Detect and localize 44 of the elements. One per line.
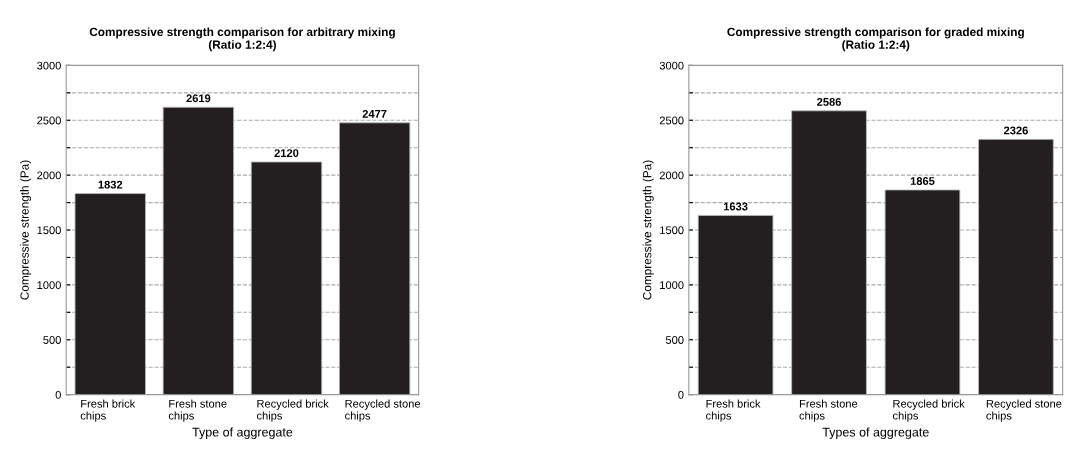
y-tick-label: 0	[678, 390, 684, 399]
x-axis-title: Type of aggregate	[192, 427, 293, 440]
bar	[162, 106, 235, 395]
y-tick-label: 500	[43, 336, 61, 344]
data-label: 2619	[186, 94, 211, 103]
bar	[338, 122, 411, 395]
data-label: 2477	[362, 109, 387, 118]
bar	[74, 193, 146, 395]
y-tick-label: 2000	[37, 171, 61, 180]
chart-title: Compressive strength comparison for arbitrary mixing (Ratio 1:2:4)	[89, 27, 395, 52]
y-axis-title: Compressive strength (Pa)	[642, 160, 654, 300]
y-tick-label: 0	[55, 390, 61, 399]
data-label: 1832	[98, 180, 123, 189]
data-label: 1633	[723, 202, 748, 211]
x-tick-label: Recycled stone chips	[345, 399, 421, 422]
data-label: 2120	[274, 149, 299, 157]
bar	[791, 110, 867, 395]
y-tick-label: 1500	[37, 226, 61, 235]
y-axis-title: Compressive strength (Pa)	[20, 160, 32, 300]
x-tick-label: Recycled stone chips	[986, 399, 1062, 422]
x-tick-label: Fresh brick chips	[706, 399, 761, 422]
y-tick-label: 2500	[659, 116, 684, 125]
y-tick-label: 1500	[660, 226, 684, 235]
data-label: 2326	[1003, 126, 1028, 135]
x-tick-label: Fresh brick chips	[80, 399, 136, 422]
y-tick-label: 1000	[660, 281, 684, 290]
x-tick-label: Recycled brick chips	[892, 399, 965, 422]
bar	[697, 214, 774, 395]
data-label: 2586	[817, 97, 841, 106]
chart-title: Compressive strength comparison for graded mixing (Ratio 1:2:4)	[727, 27, 1024, 52]
bar	[250, 161, 323, 395]
y-tick-label: 1000	[37, 281, 61, 290]
x-axis-title: Types of aggregate	[822, 427, 929, 440]
y-tick-label: 2000	[659, 171, 684, 180]
x-tick-label: Fresh stone chips	[799, 399, 858, 422]
y-tick-label: 2500	[37, 116, 61, 125]
y-tick-label: 3000	[659, 61, 684, 70]
x-tick-label: Fresh stone chips	[168, 399, 227, 422]
y-tick-label: 500	[665, 336, 684, 344]
x-tick-label: Recycled brick chips	[256, 399, 329, 422]
bar	[884, 189, 961, 395]
data-label: 1865	[910, 177, 935, 185]
y-tick-label: 3000	[37, 61, 61, 70]
bar	[978, 138, 1054, 395]
